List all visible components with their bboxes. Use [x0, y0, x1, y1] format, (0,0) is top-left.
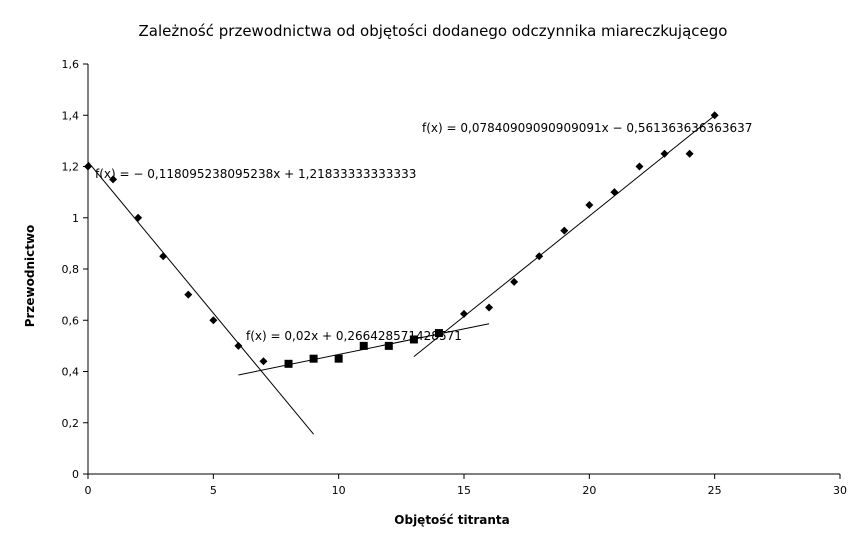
- data-point-diamond: [234, 341, 243, 350]
- x-axis-title: Objętość titranta: [394, 513, 509, 527]
- x-tick-label: 0: [85, 484, 92, 497]
- data-point-diamond: [109, 175, 118, 184]
- axes: 0 0,2 0,4 0,6 0,8 1 1,2 1,4 1,6 0 5 10 15 20 25 30: [62, 58, 848, 497]
- data-point-diamond: [259, 357, 268, 366]
- x-tick-label: 20: [582, 484, 596, 497]
- trendline-equation: f(x) = 0,02x + 0,266428571428571: [246, 329, 462, 343]
- data-point-diamond: [84, 162, 92, 171]
- x-tick-label: 30: [833, 484, 847, 497]
- trendline-equation: f(x) = 0,07840909090909091x − 0,56136363…: [422, 121, 752, 135]
- data-point-diamond: [560, 226, 569, 235]
- trendline-equations: f(x) = − 0,118095238095238x + 1,21833333…: [95, 121, 752, 343]
- y-tick-label: 0,6: [62, 314, 80, 327]
- data-point-diamond: [635, 162, 644, 171]
- data-point-diamond: [585, 200, 594, 209]
- x-tick-label: 5: [210, 484, 217, 497]
- data-point-diamond: [660, 149, 669, 158]
- x-tick-label: 10: [332, 484, 346, 497]
- data-point-diamond: [159, 252, 168, 261]
- data-point-diamond: [485, 303, 494, 312]
- data-point-diamond: [685, 149, 694, 158]
- y-tick-label: 0,4: [62, 366, 80, 379]
- trendline: [87, 161, 314, 435]
- data-point-diamond: [184, 290, 193, 299]
- y-tick-label: 1,4: [62, 109, 80, 122]
- data-point-diamond: [535, 252, 544, 261]
- data-point-square: [409, 335, 418, 344]
- data-point-diamond: [460, 309, 468, 318]
- trendlines: [87, 115, 715, 435]
- data-point-square: [334, 354, 343, 363]
- data-point-diamond: [209, 316, 218, 325]
- y-tick-label: 1: [72, 212, 79, 225]
- y-tick-label: 1,2: [62, 161, 80, 174]
- data-point-square: [284, 359, 293, 368]
- data-point-square: [309, 354, 318, 363]
- data-point-diamond: [710, 111, 719, 120]
- y-tick-label: 0: [72, 468, 79, 481]
- data-point-diamond: [610, 188, 619, 197]
- y-tick-label: 1,6: [62, 58, 80, 71]
- y-tick-label: 0,8: [62, 263, 80, 276]
- x-tick-label: 15: [457, 484, 471, 497]
- data-point-square: [434, 329, 443, 338]
- trendline-equation: f(x) = − 0,118095238095238x + 1,21833333…: [95, 167, 416, 181]
- y-axis-title: Przewodnictwo: [23, 225, 37, 328]
- chart-title: Zależność przewodnictwa od objętości dod…: [139, 22, 728, 40]
- trendline: [413, 115, 715, 358]
- y-tick-label: 0,2: [62, 417, 80, 430]
- data-point-diamond: [510, 277, 519, 286]
- data-point-diamond: [134, 213, 143, 222]
- data-point-square: [359, 341, 368, 350]
- data-point-square: [384, 341, 393, 350]
- data-points: [84, 111, 719, 368]
- x-tick-label: 25: [708, 484, 722, 497]
